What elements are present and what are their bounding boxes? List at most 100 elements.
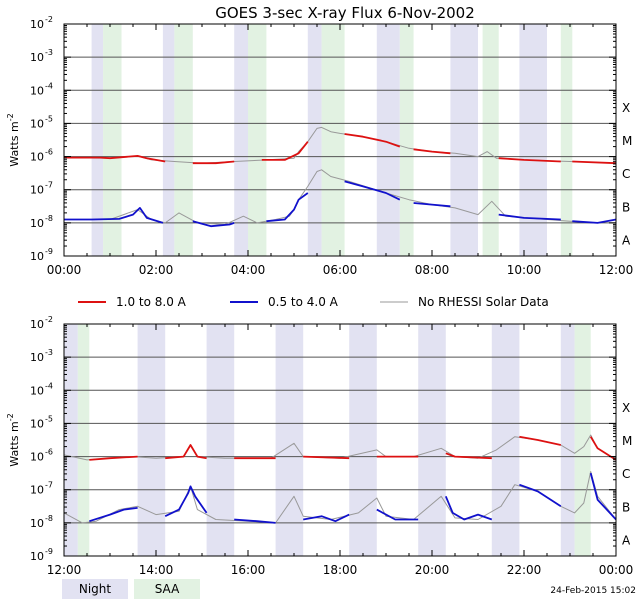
series-short-05-4A xyxy=(234,518,276,524)
series-long-1-8A xyxy=(261,141,309,161)
y-tick-label: 10 xyxy=(30,151,44,164)
saa-band xyxy=(560,24,573,256)
flare-class-label: B xyxy=(622,500,630,514)
series-short-05-4A xyxy=(344,180,401,201)
saa-band xyxy=(399,24,414,256)
night-band xyxy=(206,324,235,556)
saa-legend-label: SAA xyxy=(155,582,180,596)
series-short-05-4A xyxy=(266,192,309,223)
gridlines xyxy=(64,56,616,224)
y-tick-exponent: -7 xyxy=(45,481,53,490)
x-tick-label: 10:00 xyxy=(507,263,542,277)
flare-class-label: A xyxy=(622,233,631,247)
saa-band xyxy=(77,324,90,556)
y-tick-label: 10 xyxy=(30,51,44,64)
flare-class-label: X xyxy=(622,101,630,115)
y-tick-exponent: -4 xyxy=(45,381,53,390)
night-band xyxy=(519,24,547,256)
series-long-1-8A xyxy=(498,157,561,163)
series-long-1-8A xyxy=(303,455,350,460)
night-legend-box xyxy=(62,579,128,599)
series-short-05-4A xyxy=(572,218,617,224)
y-tick-label: 10 xyxy=(30,184,44,197)
flare-class-label: B xyxy=(622,200,630,214)
y-tick-label: 10 xyxy=(30,18,44,31)
series-short-05-4A xyxy=(498,213,561,221)
night-band xyxy=(418,324,446,556)
legend: 1.0 to 8.0 A 0.5 to 4.0 A No RHESSI Solar … xyxy=(78,295,549,309)
y-ticks xyxy=(64,323,616,557)
flare-class-label: M xyxy=(622,134,632,148)
x-tick-label: 20:00 xyxy=(415,563,450,577)
y-axis-label: Watts m-2 xyxy=(6,413,21,466)
series-short-05-4A xyxy=(413,202,451,208)
night-band xyxy=(64,324,78,556)
night-band xyxy=(376,24,400,256)
y-ticks xyxy=(64,23,616,257)
series-long-1-8A xyxy=(519,435,561,446)
y-tick-exponent: -9 xyxy=(45,247,53,256)
legend-label: 0.5 to 4.0 A xyxy=(268,295,339,309)
saa-band xyxy=(321,24,345,256)
y-tick-label: 10 xyxy=(30,484,44,497)
night-saa-legend: Night SAA xyxy=(62,579,200,599)
series-long-1-8A xyxy=(64,154,166,163)
series-short-05-4A xyxy=(519,483,562,508)
night-band xyxy=(137,324,166,556)
saa-band xyxy=(482,24,499,256)
night-band xyxy=(307,24,322,256)
flare-class-label: X xyxy=(622,401,630,415)
flare-class-label: M xyxy=(622,434,632,448)
x-tick-label: 04:00 xyxy=(231,263,266,277)
series-long-1-8A xyxy=(165,444,207,460)
x-tick-label: 00:00 xyxy=(47,263,82,277)
series-short-05-4A xyxy=(192,220,235,228)
y-tick-label: 10 xyxy=(30,384,44,397)
y-tick-exponent: -4 xyxy=(45,81,53,90)
y-tick-exponent: -9 xyxy=(45,547,53,556)
night-band xyxy=(91,24,104,256)
flare-class-label: C xyxy=(622,467,630,481)
x-ticks xyxy=(63,24,617,256)
night-band xyxy=(162,24,175,256)
x-tick-label: 08:00 xyxy=(415,263,450,277)
y-tick-exponent: -2 xyxy=(45,15,53,24)
x-tick-label: 00:00 xyxy=(599,563,634,577)
night-band xyxy=(560,324,575,556)
series-long-1-8A xyxy=(192,160,235,165)
y-tick-exponent: -8 xyxy=(45,214,53,223)
series-lines xyxy=(63,126,617,228)
series-short-05-4A xyxy=(89,507,138,523)
gridlines xyxy=(64,356,616,524)
x-tick-label: 12:00 xyxy=(599,263,634,277)
series-long-1-8A xyxy=(572,160,617,165)
y-tick-exponent: -7 xyxy=(45,181,53,190)
x-tick-label: 06:00 xyxy=(323,263,358,277)
x-tick-label: 14:00 xyxy=(139,563,174,577)
series-long-1-8A xyxy=(445,452,492,460)
y-axis-label: Watts m-2 xyxy=(6,113,21,166)
flare-class-label: C xyxy=(622,167,630,181)
y-tick-label: 10 xyxy=(30,417,44,430)
x-tick-label: 12:00 xyxy=(47,563,82,577)
y-tick-exponent: -8 xyxy=(45,514,53,523)
y-tick-exponent: -3 xyxy=(45,348,53,357)
saa-band xyxy=(103,24,122,256)
series-short-05-4A xyxy=(589,472,617,521)
flare-class-label: A xyxy=(622,533,631,547)
saa-band xyxy=(174,24,193,256)
legend-label: 1.0 to 8.0 A xyxy=(116,295,187,309)
series-short-05-4A xyxy=(444,495,493,521)
chart-title: GOES 3-sec X-ray Flux 6-Nov-2002 xyxy=(215,4,475,22)
night-band xyxy=(450,24,478,256)
series-long-no-rhessi xyxy=(63,126,617,164)
x-tick-label: 22:00 xyxy=(507,563,542,577)
y-tick-label: 10 xyxy=(30,217,44,230)
series-short-05-4A xyxy=(376,508,419,521)
night-band xyxy=(491,324,520,556)
series-short-05-4A xyxy=(164,485,208,518)
y-tick-label: 10 xyxy=(30,451,44,464)
